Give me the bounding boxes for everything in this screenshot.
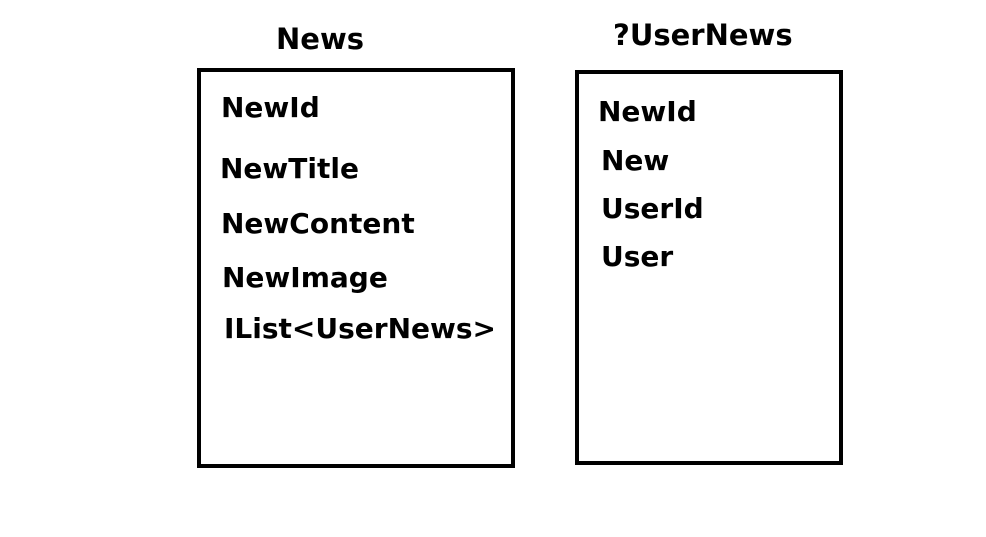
news-entity-title: News — [276, 22, 364, 56]
usernews-field-newid: NewId — [598, 95, 697, 128]
news-field-newtitle: NewTitle — [220, 152, 359, 185]
news-field-newcontent: NewContent — [221, 207, 415, 240]
usernews-field-userid: UserId — [601, 192, 704, 225]
usernews-entity-box — [575, 70, 843, 465]
usernews-field-user: User — [601, 240, 674, 273]
news-entity-box — [197, 68, 515, 468]
usernews-field-new: New — [601, 144, 670, 177]
news-field-newid: NewId — [221, 91, 320, 124]
news-field-ilist-usernews: IList<UserNews> — [224, 312, 496, 345]
news-field-newimage: NewImage — [222, 261, 388, 294]
usernews-entity-title: ?UserNews — [613, 18, 793, 52]
